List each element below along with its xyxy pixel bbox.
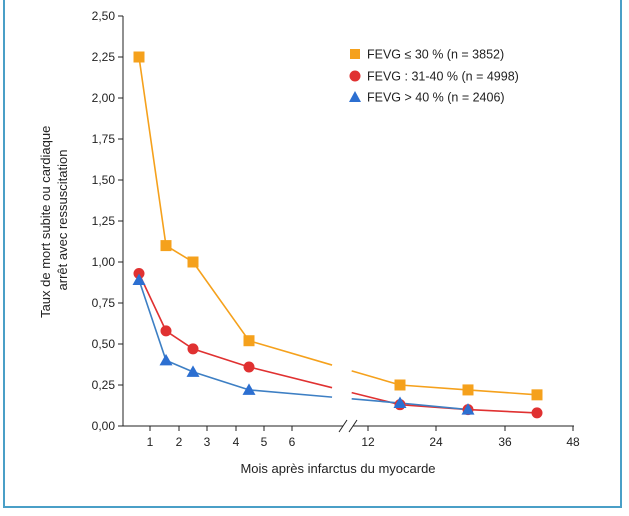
data-point-triangle <box>461 403 475 415</box>
series-line-break-segment <box>351 370 401 386</box>
data-point-triangle <box>132 273 146 286</box>
legend-label: FEVG > 40 % (n = 2406) <box>367 91 505 105</box>
series-line-break-segment <box>248 366 333 389</box>
axis-break-mark <box>348 419 358 433</box>
data-point-square <box>531 389 543 401</box>
data-point-square <box>462 384 474 396</box>
x-tick-label: 2 <box>176 435 183 449</box>
y-tick-label: 1,00 <box>92 255 116 269</box>
data-point-triangle <box>186 365 200 377</box>
series-line <box>138 56 250 342</box>
series-line <box>138 273 250 368</box>
y-tick-label: 0,50 <box>92 337 116 351</box>
y-axis-title-line-1: Taux de mort subite ou cardiaque <box>38 126 53 318</box>
series-line-break-segment <box>248 339 333 366</box>
x-tick-label: 48 <box>566 435 580 449</box>
chart-frame <box>3 0 622 508</box>
legend-marker-circle <box>349 70 361 82</box>
x-axis-title: Mois après infarctus du myocarde <box>240 461 435 476</box>
x-tick-label: 4 <box>233 435 240 449</box>
x-tick-label: 12 <box>361 435 375 449</box>
data-point-circle <box>187 343 199 355</box>
y-tick-label: 2,25 <box>92 50 116 64</box>
x-tick-label: 5 <box>261 435 268 449</box>
legend-marker-square <box>350 49 360 59</box>
data-point-square <box>243 335 255 347</box>
series-lines <box>138 56 538 414</box>
legend-label: FEVG : 31-40 % (n = 4998) <box>367 70 519 84</box>
legend-marker-triangle <box>349 91 361 102</box>
series-line <box>138 279 250 391</box>
y-tick-label: 0,75 <box>92 296 116 310</box>
data-point-square <box>133 51 145 63</box>
y-axis-title-line-2: arrêt avec ressuscitation <box>55 150 70 291</box>
series-markers <box>132 51 543 419</box>
data-point-triangle <box>242 383 256 395</box>
data-point-square <box>160 240 172 252</box>
data-point-square <box>187 256 199 268</box>
y-tick-label: 2,50 <box>92 9 116 23</box>
axes: 0,00 0,25 0,50 0,75 1,00 1,25 1,50 1,75 2,00 2,25… <box>92 9 580 449</box>
data-point-square <box>394 379 406 391</box>
series-line-break-segment <box>351 398 401 404</box>
series-line <box>399 402 469 411</box>
x-tick-label: 3 <box>204 435 211 449</box>
data-point-circle <box>133 267 145 279</box>
y-axis-title: Taux de mort subite ou cardiaque arrêt a… <box>38 122 70 318</box>
y-tick-label: 1,25 <box>92 214 116 228</box>
y-tick-label: 1,50 <box>92 173 116 187</box>
x-tick-label: 24 <box>429 435 443 449</box>
data-point-circle <box>160 325 172 337</box>
axis-break-mark <box>338 419 348 433</box>
y-tick-label: 2,00 <box>92 91 116 105</box>
x-tick-label: 1 <box>147 435 154 449</box>
data-point-triangle <box>393 396 407 409</box>
legend: FEVG ≤ 30 % (n = 3852) FEVG : 31-40 % (n … <box>349 48 519 105</box>
y-tick-label: 1,75 <box>92 132 116 146</box>
data-point-circle <box>243 361 255 373</box>
data-point-triangle <box>159 353 173 366</box>
y-tick-label: 0,25 <box>92 378 116 392</box>
series-line-break-segment <box>248 389 333 398</box>
y-tick-label: 0,00 <box>92 419 116 433</box>
legend-label: FEVG ≤ 30 % (n = 3852) <box>367 48 504 62</box>
x-tick-label: 36 <box>498 435 512 449</box>
data-point-circle <box>531 407 543 419</box>
x-tick-label: 6 <box>289 435 296 449</box>
